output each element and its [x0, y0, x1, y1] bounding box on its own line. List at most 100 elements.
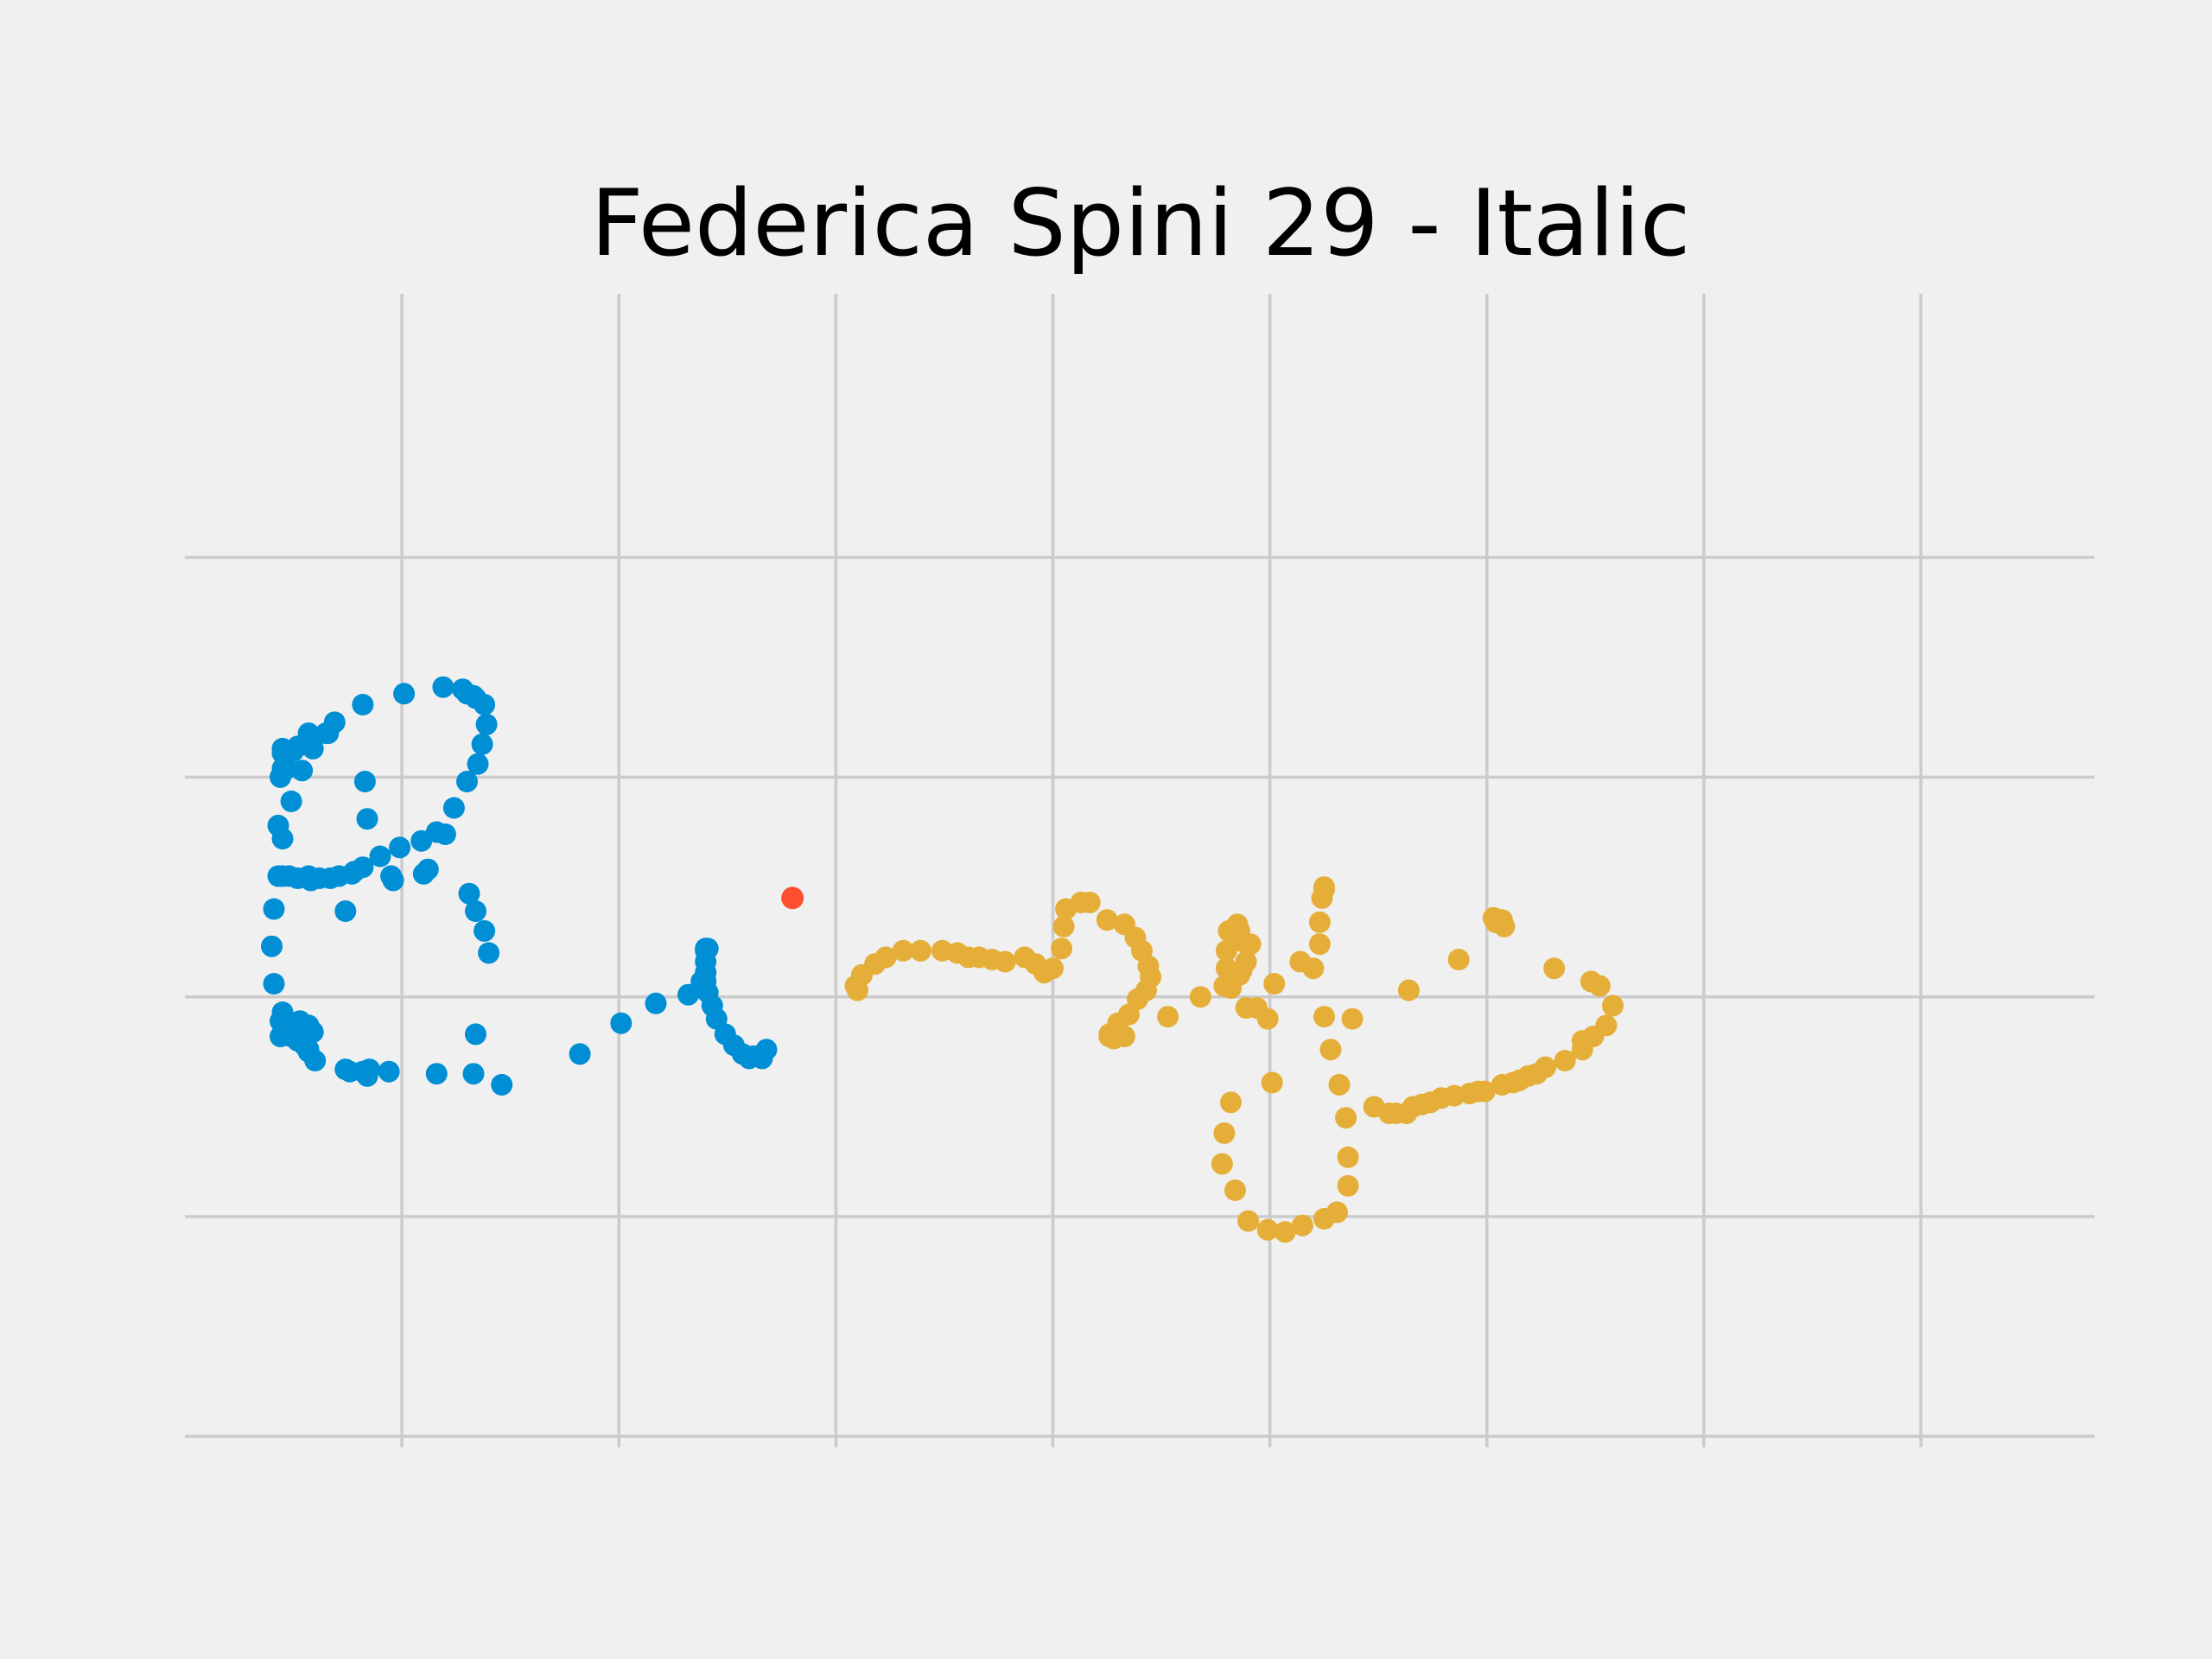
series-2-point — [994, 950, 1016, 973]
series-1-point — [478, 942, 500, 964]
series-1-point — [677, 983, 700, 1006]
series-1-point — [474, 919, 496, 942]
series-1-point — [267, 814, 289, 836]
series-1-point — [280, 790, 302, 812]
series-2-point — [1313, 1208, 1335, 1230]
series-1-point — [432, 676, 454, 698]
series-2-point — [1220, 973, 1242, 995]
series-1-point — [382, 869, 404, 892]
series-2-point — [1078, 891, 1101, 913]
series-2-point — [892, 939, 914, 962]
series-1-point — [378, 1060, 400, 1083]
series-2-point — [1328, 1073, 1351, 1096]
series-2-point — [1319, 1039, 1342, 1061]
chart-title: Federica Spini 29 - Italic — [591, 170, 1691, 276]
series-2-point — [1491, 909, 1513, 931]
series-2 — [844, 876, 1624, 1243]
series-2-point — [1291, 1214, 1313, 1236]
series-2-point — [1335, 1107, 1357, 1129]
series-2-point — [1211, 1153, 1233, 1175]
series-1-point — [352, 694, 374, 715]
series-1-point — [434, 823, 456, 845]
series-2-point — [1337, 1174, 1359, 1197]
series-2-point — [1313, 878, 1335, 900]
series-1-point — [315, 722, 337, 745]
series-2-point — [1313, 1006, 1335, 1028]
series-1-point — [465, 900, 486, 922]
series-1-point — [276, 757, 298, 779]
series-2-point — [1256, 1218, 1279, 1241]
series-1-point — [474, 694, 496, 715]
series-2-point — [1051, 938, 1073, 960]
series-2-point — [1213, 1122, 1236, 1144]
series-1-point — [416, 858, 439, 880]
series-1-point — [610, 1012, 632, 1034]
series-2-point — [1274, 1221, 1296, 1243]
series-1-point — [353, 771, 376, 792]
series-1-point — [334, 1058, 357, 1081]
series-2-point — [1308, 911, 1331, 933]
series-1-point — [425, 1063, 448, 1085]
series-2-point — [1341, 1007, 1363, 1030]
series-1-point — [389, 836, 411, 859]
series-layer — [261, 676, 1624, 1243]
series-1-point — [645, 992, 667, 1014]
series-1-point — [270, 1010, 291, 1033]
series-1-point — [475, 713, 498, 735]
series-2-point — [1052, 915, 1075, 938]
series-2-point — [1308, 933, 1331, 956]
series-1-point — [696, 938, 719, 960]
series-2-point — [1602, 995, 1624, 1017]
series-2-point — [1337, 1146, 1359, 1168]
series-2-point — [1239, 933, 1262, 956]
series-2-point — [1096, 909, 1118, 931]
series-2-point — [1263, 973, 1286, 995]
series-2-point — [1491, 1073, 1513, 1096]
series-1-point — [569, 1043, 591, 1065]
series-1-point — [410, 830, 433, 852]
marker-point — [781, 887, 804, 910]
series-1-point — [442, 797, 465, 819]
series-2-point — [1189, 986, 1211, 1008]
series-2-point — [1237, 1210, 1260, 1232]
series-1-point — [458, 882, 480, 905]
series-1-point — [393, 683, 416, 705]
series-1 — [261, 676, 778, 1096]
series-2-point — [1571, 1039, 1593, 1061]
series-1-point — [356, 808, 378, 830]
series-2-point — [1246, 996, 1268, 1019]
series-2-point — [1157, 1006, 1179, 1028]
series-2-point — [1447, 949, 1470, 970]
series-1-point — [690, 970, 713, 993]
series-1-point — [465, 1023, 486, 1046]
series-2-point — [1220, 1091, 1242, 1114]
series-1-point — [263, 973, 285, 995]
series-2-point — [1216, 939, 1237, 962]
series-1-point — [261, 935, 283, 957]
series-2-point — [909, 939, 931, 962]
series-1-point — [462, 1063, 485, 1085]
series-2-point — [1588, 975, 1611, 997]
series-2-point — [1543, 957, 1566, 980]
series-2-point — [1397, 979, 1420, 1001]
series-1-point — [456, 771, 478, 792]
series-1-point — [343, 861, 365, 883]
series-2-point — [1261, 1071, 1283, 1094]
series-2-point — [1554, 1050, 1576, 1071]
series-2-point — [1042, 957, 1064, 980]
series-1-point — [491, 1073, 513, 1096]
series-1-point — [263, 898, 285, 920]
series-1-point — [271, 865, 294, 887]
series-1-point — [297, 722, 320, 745]
series-1-point — [270, 1026, 291, 1047]
series-1-point — [467, 753, 489, 775]
series-2-point — [1224, 1179, 1246, 1201]
series-2-point — [1363, 1096, 1385, 1118]
series-1-point — [334, 900, 357, 922]
series-2-point — [1302, 957, 1325, 980]
series-2-point — [1113, 1026, 1135, 1047]
series-1-point — [471, 733, 493, 755]
series-1-point — [369, 845, 391, 868]
